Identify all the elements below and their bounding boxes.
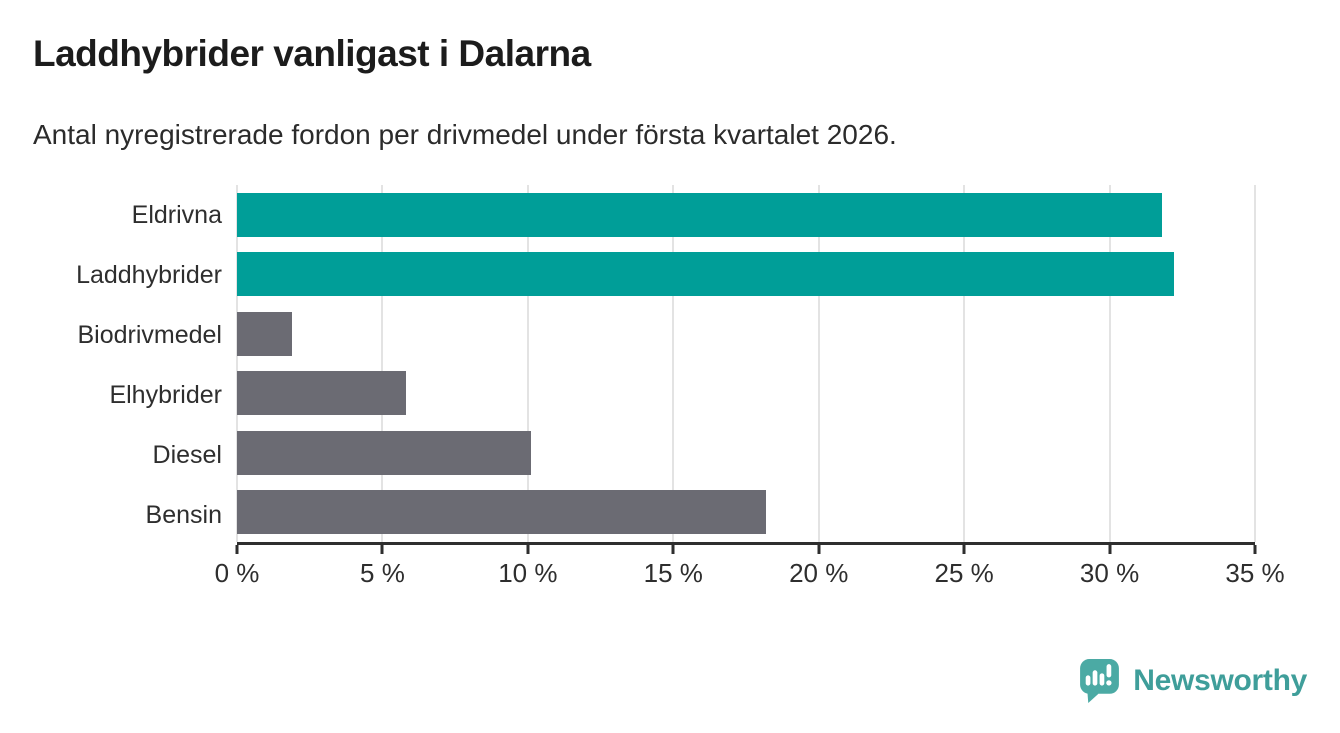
bars-container <box>237 185 1255 542</box>
bar-eldrivna <box>237 192 1162 237</box>
gridline-20 <box>817 185 820 542</box>
axis-tick-5 <box>380 545 384 554</box>
gridline-5 <box>381 185 384 542</box>
newsworthy-logo: Newsworthy <box>1077 657 1307 704</box>
category-label: Elhybrider <box>109 380 222 409</box>
gridline-15 <box>672 185 675 542</box>
axis-tick-25 <box>962 545 966 554</box>
newsworthy-wordmark: Newsworthy <box>1133 663 1307 697</box>
axis-tick-10 <box>526 545 530 554</box>
axis-tick-label: 15 % <box>643 558 703 588</box>
bar-diesel <box>237 430 531 475</box>
axis-tick-30 <box>1108 545 1112 554</box>
newsworthy-bubble-chart-icon <box>1080 659 1120 703</box>
chart-subtitle: Antal nyregistrerade fordon per drivmede… <box>33 119 897 150</box>
bar-row <box>237 423 1255 483</box>
category-label: Laddhybrider <box>76 260 222 289</box>
axis-tick-20 <box>817 545 821 554</box>
gridline-10 <box>526 185 529 542</box>
plot-area <box>236 185 1256 545</box>
bar-row <box>237 483 1255 543</box>
axis-tick-label: 0 % <box>214 558 260 588</box>
bar-row <box>237 304 1255 364</box>
axis-tick-label: 25 % <box>934 558 994 588</box>
axis-tick-label: 20 % <box>789 558 849 588</box>
bar-elhybrider <box>237 371 406 416</box>
x-axis-labels: 0 % 5 % 10 % 15 % 20 % 25 % 30 % 35 % <box>215 555 1285 589</box>
chart-title: Laddhybrider vanligast i Dalarna <box>33 33 591 74</box>
bar-bensin <box>237 490 767 535</box>
bar-row <box>237 245 1255 305</box>
category-label: Bensin <box>145 500 222 529</box>
category-label: Diesel <box>152 440 222 469</box>
axis-tick-label: 10 % <box>498 558 558 588</box>
axis-tick-0 <box>235 545 239 554</box>
axis-tick-15 <box>671 545 675 554</box>
bar-row <box>237 364 1255 424</box>
x-axis <box>235 545 1257 555</box>
bar-biodrivmedel <box>237 311 293 356</box>
bar-chart: Eldrivna Laddhybrider Biodrivmedel Elhybrid… <box>33 185 1285 589</box>
axis-tick-label: 30 % <box>1079 558 1140 588</box>
gridline-0 <box>236 185 238 542</box>
axis-tick-label: 5 % <box>360 558 405 588</box>
bar-laddhybrider <box>237 252 1174 297</box>
gridline-25 <box>963 185 966 542</box>
bar-row <box>237 185 1255 245</box>
category-label: Biodrivmedel <box>77 320 222 349</box>
chart-body: Eldrivna Laddhybrider Biodrivmedel Elhybrid… <box>33 185 1256 545</box>
axis-tick-label: 35 % <box>1225 558 1285 588</box>
gridline-30 <box>1108 185 1111 542</box>
axis-tick-35 <box>1253 545 1257 554</box>
category-label: Eldrivna <box>131 200 222 229</box>
gridline-35 <box>1254 185 1256 542</box>
category-axis: Eldrivna Laddhybrider Biodrivmedel Elhybrid… <box>33 185 237 545</box>
